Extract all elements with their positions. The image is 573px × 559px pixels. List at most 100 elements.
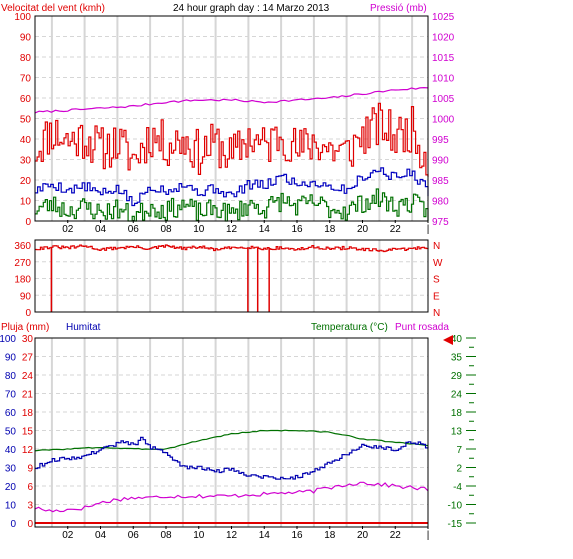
wind-speed-tick: 100: [14, 12, 31, 23]
pressure-tick: 1015: [432, 53, 455, 64]
hour-grid-band: [411, 240, 414, 312]
temperature-panel-frame: [34, 337, 429, 528]
current-temperature-marker: [443, 335, 453, 345]
hour-grid-band: [280, 240, 283, 312]
temperature-tick: 18: [451, 408, 463, 419]
temperature-tick: 29: [451, 371, 463, 382]
humidity-tick: 40: [5, 445, 17, 456]
hour-tick-label: 08: [160, 530, 172, 541]
wind-panel-hour-labels: 02 04 06 08 10 12 14 16 18 20 22 |: [62, 220, 429, 235]
hour-tick-label: 20: [357, 530, 369, 541]
hour-grid-band: [116, 16, 119, 221]
hour-tick-label: 06: [128, 530, 140, 541]
hour-grid-band: [50, 338, 53, 527]
rain-tick: 3: [27, 501, 33, 512]
wind-low-line: [35, 188, 429, 222]
pressure-tick: 1005: [432, 94, 455, 105]
temperature-line: [34, 429, 429, 452]
humidity-tick: 70: [5, 390, 17, 401]
hour-tick-label: 10: [193, 224, 205, 235]
wind-panel-grid: [35, 16, 428, 221]
hour-tick-label: 18: [324, 224, 336, 235]
humidity-axis-title: Humitat: [66, 322, 101, 333]
graph-title: 24 hour graph day : 14 Marzo 2013: [173, 3, 330, 14]
hour-grid-band: [149, 338, 152, 527]
dew-point-line: [34, 481, 429, 513]
pressure-tick: 980: [432, 197, 449, 208]
wind-average-line: [35, 167, 429, 207]
direction-degree-tick: 0: [25, 308, 31, 319]
humidity-tick: 10: [5, 501, 17, 512]
temperature-tick: 24: [451, 390, 463, 401]
temperature-tick: -15: [448, 519, 463, 530]
pressure-tick: 995: [432, 135, 449, 146]
hour-grid-band: [214, 338, 217, 527]
hour-grid-band: [345, 240, 348, 312]
hour-grid-band: [411, 338, 414, 527]
wind-gust-line: [35, 102, 429, 177]
hour-tick-label: 04: [95, 224, 107, 235]
hour-tick-label: 18: [324, 530, 336, 541]
hour-grid-band: [214, 16, 217, 221]
hour-tick-label: |: [427, 530, 430, 541]
hour-grid-band: [378, 240, 381, 312]
humidity-tick: 90: [5, 353, 17, 364]
pressure-tick: 990: [432, 156, 449, 167]
hour-tick-label: 16: [291, 224, 303, 235]
hour-tick-label: 12: [226, 530, 238, 541]
wind-speed-axis-title: Velocitat del vent (kmh): [1, 3, 105, 14]
hour-tick-label: 10: [193, 530, 205, 541]
rain-tick: 0: [27, 519, 33, 530]
hour-tick-label: 08: [160, 224, 172, 235]
hour-grid-band: [345, 338, 348, 527]
hour-grid-band: [83, 240, 86, 312]
hour-tick-label: 22: [390, 224, 402, 235]
rain-tick: 30: [22, 334, 34, 345]
temperature-tick: -10: [448, 501, 463, 512]
temperature-panel-hour-labels: 02 04 06 08 10 12 14 16 18 20 22 |: [62, 526, 429, 541]
hour-grid-band: [116, 240, 119, 312]
hour-tick-label: 14: [259, 224, 271, 235]
temperature-tick: 35: [451, 353, 463, 364]
direction-compass-tick: E: [433, 291, 440, 302]
wind-speed-tick: 70: [20, 74, 32, 85]
humidity-tick: 100: [0, 334, 16, 345]
pressure-tick: 975: [432, 217, 449, 228]
humidity-line: [35, 436, 429, 480]
rain-tick: 24: [22, 371, 34, 382]
pressure-tick: 1000: [432, 115, 455, 126]
direction-panel-frame: [34, 239, 429, 313]
pressure-axis-title: Pressió (mb): [370, 3, 427, 14]
hour-grid-band: [312, 240, 315, 312]
temperature-tick-labels: -15 -10 -4 2 7 13 18 24 29 35 40: [448, 334, 476, 530]
direction-compass-tick: S: [433, 275, 440, 286]
pressure-tick: 985: [432, 176, 449, 187]
direction-panel-series: [35, 244, 429, 312]
hour-grid-band: [181, 240, 184, 312]
hour-grid-band: [83, 338, 86, 527]
hour-grid-band: [181, 338, 184, 527]
rain-tick: 21: [22, 390, 34, 401]
direction-compass-tick: N: [433, 308, 440, 319]
rain-tick: 27: [22, 353, 34, 364]
pressure-tick: 1025: [432, 12, 455, 23]
pressure-tick-labels: 975 980 985 990 995 1000 1005 1010 1015 1020 1025: [432, 12, 455, 228]
hour-tick-label: 02: [62, 224, 74, 235]
rain-tick: 15: [22, 427, 34, 438]
hour-grid-band: [214, 240, 217, 312]
hour-grid-band: [312, 16, 315, 221]
direction-degree-tick: 270: [14, 258, 31, 269]
hour-tick-label: 16: [291, 530, 303, 541]
wind-speed-tick: 50: [20, 115, 32, 126]
hour-tick-label: 22: [390, 530, 402, 541]
hour-grid-band: [280, 338, 283, 527]
dew-point-axis-title: Punt rosada: [395, 322, 449, 333]
rain-tick-labels: 0 3 6 9 12 15 18 21 24 27 30: [22, 334, 34, 530]
temperature-panel-grid: [35, 338, 428, 527]
humidity-tick: 50: [5, 427, 17, 438]
hour-tick-label: 20: [357, 224, 369, 235]
rain-tick: 9: [27, 464, 33, 475]
direction-degree-tick-labels: 0 90 180 270 360: [14, 241, 31, 319]
